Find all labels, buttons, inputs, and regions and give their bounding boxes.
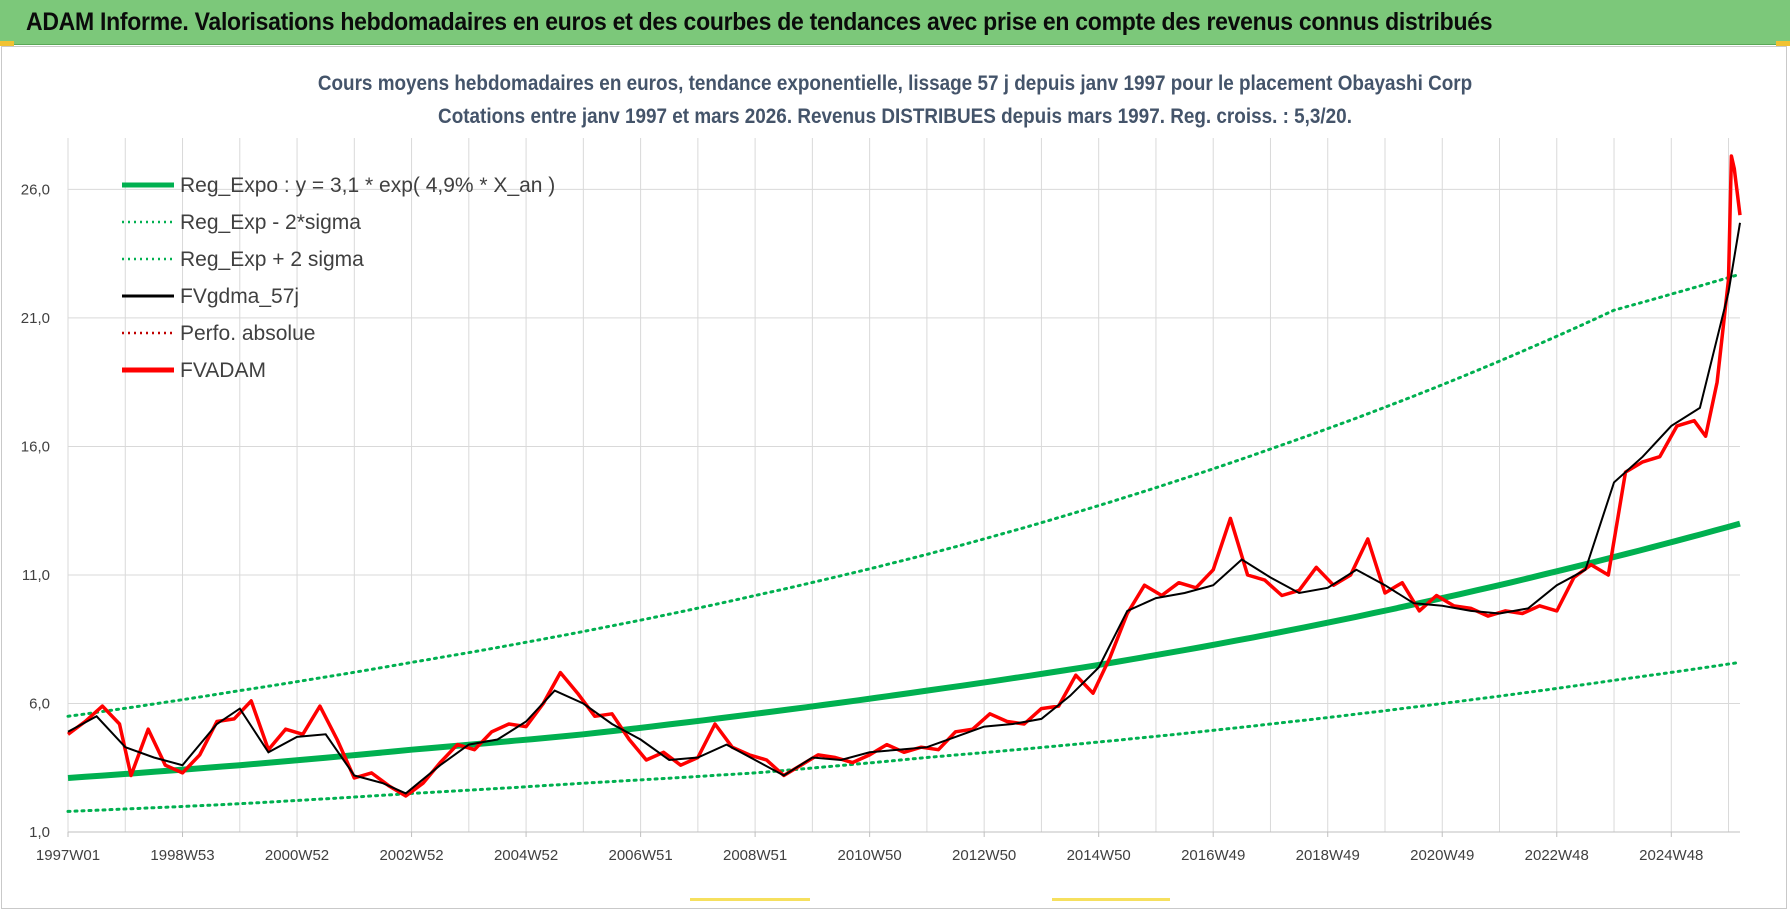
y-tick-label: 16,0 [21, 438, 50, 455]
x-tick-label: 1998W53 [150, 847, 214, 864]
x-tick-label: 2008W51 [723, 847, 787, 864]
y-tick-label: 1,0 [29, 824, 50, 841]
legend-label-fvgdma: FVgdma_57j [180, 285, 299, 308]
legend-label-reg_plus: Reg_Exp + 2 sigma [180, 248, 364, 271]
x-tick-label: 2016W49 [1181, 847, 1245, 864]
y-tick-label: 6,0 [29, 695, 50, 712]
x-tick-label: 2006W51 [608, 847, 672, 864]
x-tick-label: 2010W50 [838, 847, 902, 864]
legend-label-perfo: Perfo. absolue [180, 322, 315, 345]
chart-title-line-1: Cours moyens hebdomadaires en euros, ten… [317, 72, 1473, 95]
header-banner: ADAM Informe. Valorisations hebdomadaire… [0, 0, 1790, 45]
x-tick-label: 2024W48 [1639, 847, 1703, 864]
reg-minus-2sigma-line [66, 660, 1742, 813]
x-tick-label: 2002W52 [379, 847, 443, 864]
x-tick-label: 2018W49 [1296, 847, 1360, 864]
x-tick-label: 1997W01 [36, 847, 100, 864]
legend-label-fvadam: FVADAM [180, 359, 266, 382]
x-tick-label: 2004W52 [494, 847, 558, 864]
footer-mark-2 [1052, 898, 1170, 901]
legend-label-reg_minus: Reg_Exp - 2*sigma [180, 211, 361, 234]
y-tick-label: 21,0 [21, 310, 50, 327]
chart-axes: 1,0 6,0 11,0 16,0 21,0 26,0 1997W01 1998W53 2000… [21, 181, 1740, 864]
chart-legend: Reg_Expo : y = 3,1 * exp( 4,9% * X_an ) R… [122, 174, 555, 382]
reg-expo-line [67, 520, 1741, 781]
corner-mark-left [0, 41, 14, 46]
x-tick-label: 2012W50 [952, 847, 1016, 864]
legend-label-reg_expo: Reg_Expo : y = 3,1 * exp( 4,9% * X_an ) [180, 174, 555, 197]
chart-grid [67, 138, 1740, 833]
footer-mark-1 [690, 898, 810, 901]
fvgdma-57j-line [67, 222, 1741, 795]
banner-title: ADAM Informe. Valorisations hebdomadaire… [26, 8, 1493, 36]
x-tick-label: 2020W49 [1410, 847, 1474, 864]
y-tick-label: 11,0 [22, 567, 50, 584]
reg-plus-2sigma-line [66, 272, 1742, 718]
y-tick-label: 26,0 [21, 181, 50, 198]
x-tick-label: 2000W52 [265, 847, 329, 864]
chart-frame [1, 46, 1787, 909]
x-tick-label: 2014W50 [1067, 847, 1131, 864]
chart-title-line-2: Cotations entre janv 1997 et mars 2026. … [438, 105, 1352, 128]
x-tick-label: 2022W48 [1525, 847, 1589, 864]
corner-mark-right [1776, 41, 1790, 46]
chart-series [66, 154, 1742, 813]
